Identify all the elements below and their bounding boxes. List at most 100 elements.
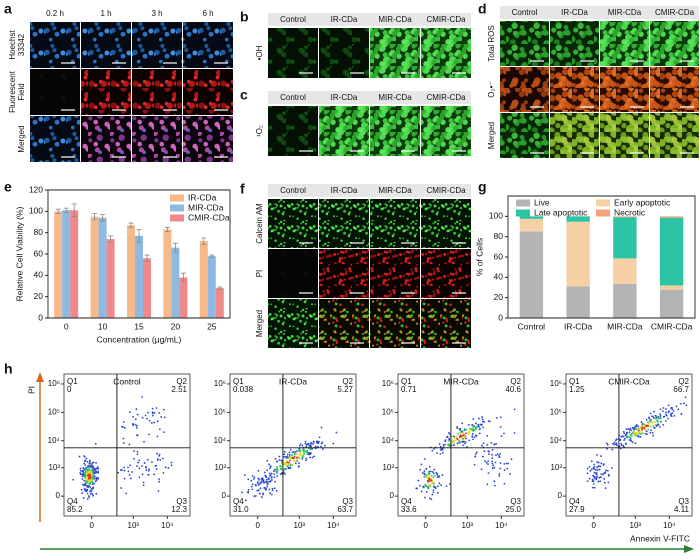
event-dot — [623, 432, 626, 435]
event-dot — [483, 420, 486, 423]
event-dot — [132, 424, 135, 427]
event-dot — [471, 424, 474, 426]
event-dot — [302, 453, 304, 456]
event-dot — [590, 468, 593, 471]
event-dot — [652, 434, 654, 437]
column-header: MIR-CDa — [378, 93, 412, 102]
event-dot — [285, 459, 288, 462]
event-dot — [158, 454, 160, 457]
micrograph — [550, 113, 599, 158]
row-label: Total ROS — [487, 25, 496, 61]
event-dot — [472, 426, 475, 428]
event-dot — [270, 476, 273, 479]
event-dot — [664, 411, 667, 414]
event-dot — [436, 452, 439, 454]
event-dot — [253, 476, 256, 479]
event-dot — [475, 453, 477, 455]
event-dot — [604, 487, 607, 490]
x-arrow-head — [684, 545, 694, 553]
event-dot — [611, 467, 613, 469]
y-tick-label: 40 — [494, 272, 504, 282]
quadrant-value: 1.25 — [569, 385, 585, 394]
bar-segment — [613, 217, 637, 259]
quadrant-name: Q3 — [678, 497, 689, 506]
column-header: CMIR-CDa — [655, 8, 695, 17]
event-dot — [635, 424, 638, 426]
event-dot — [474, 426, 477, 429]
event-dot — [460, 432, 463, 434]
quadrant-name: Q2 — [176, 377, 187, 386]
micrograph — [500, 21, 549, 66]
event-dot — [251, 488, 254, 491]
y-tick-label: 100 — [489, 211, 503, 221]
event-dot — [243, 474, 246, 476]
y-tick-label: 10³ — [48, 463, 60, 472]
event-dot — [423, 470, 426, 473]
event-dot — [424, 483, 427, 486]
event-dot — [97, 470, 100, 473]
event-dot — [491, 457, 494, 459]
event-dot — [428, 473, 431, 476]
event-dot — [155, 464, 158, 467]
event-dot — [499, 426, 502, 428]
event-dot — [441, 448, 444, 451]
event-dot — [659, 426, 661, 428]
plot-frame — [229, 373, 357, 517]
event-dot — [659, 408, 662, 410]
event-dot — [591, 478, 594, 481]
event-dot — [426, 479, 429, 482]
event-dot — [257, 489, 260, 492]
event-dot — [89, 486, 92, 489]
event-dot — [616, 444, 618, 447]
micrograph — [319, 299, 369, 348]
event-dot — [288, 453, 291, 456]
event-dot — [439, 453, 442, 455]
event-dot — [162, 472, 165, 474]
event-dot — [288, 459, 291, 462]
event-dot — [286, 457, 289, 460]
event-dot — [247, 491, 249, 494]
event-dot — [150, 421, 153, 424]
event-dot — [426, 473, 428, 476]
event-dot — [83, 460, 86, 463]
event-dot — [436, 485, 439, 488]
event-dot — [263, 471, 266, 474]
event-dot — [284, 463, 287, 466]
quadrant-name: Q4 — [233, 497, 244, 506]
event-dot — [284, 473, 286, 475]
row-label: Merged — [255, 310, 264, 337]
event-dot — [632, 433, 635, 436]
event-dot — [132, 416, 134, 418]
event-dot — [158, 428, 161, 431]
panel-label: g — [478, 179, 487, 195]
event-dot — [153, 421, 156, 424]
header-bar — [268, 13, 471, 26]
event-dot — [291, 457, 294, 459]
event-dot — [269, 467, 271, 470]
event-dot — [283, 456, 285, 458]
event-dot — [481, 420, 484, 423]
event-dot — [138, 476, 141, 479]
event-dot — [267, 477, 270, 480]
event-dot — [433, 468, 436, 471]
legend-swatch — [170, 194, 184, 202]
error-bar — [217, 286, 223, 290]
event-dot — [91, 493, 94, 495]
event-dot — [466, 445, 468, 448]
event-dot — [97, 471, 100, 474]
event-dot — [424, 475, 427, 478]
event-dot — [161, 457, 164, 460]
quadrant-name: Q2 — [678, 377, 689, 386]
event-dot — [86, 488, 89, 491]
event-dot — [677, 408, 680, 411]
event-dot — [270, 472, 273, 475]
x-tick-label: 10⁴ — [327, 521, 340, 530]
event-dot — [475, 451, 478, 454]
event-dot — [458, 441, 460, 444]
micrograph — [421, 249, 471, 298]
x-tick-label: Control — [518, 321, 546, 331]
event-dot — [265, 478, 268, 481]
event-dot — [591, 486, 594, 489]
y-arrow-head — [36, 372, 44, 382]
quadrant-value: 2.51 — [171, 385, 187, 394]
